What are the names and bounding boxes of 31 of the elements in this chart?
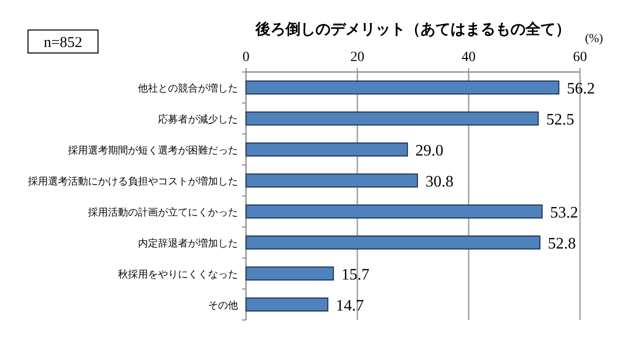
y-tick-label: 採用選考活動にかける負担やコストが増加した — [28, 176, 238, 188]
data-label: 52.5 — [546, 112, 574, 128]
y-tick-label: 内定辞退者が増加した — [138, 238, 238, 250]
x-tick-label: 0 — [242, 50, 250, 65]
y-tick-label: 採用活動の計画が立てにくかった — [88, 206, 238, 218]
y-tick-label: 採用選考期間が短く選考が困難だった — [68, 144, 238, 156]
bar — [246, 80, 560, 95]
x-tick-label: 60 — [573, 50, 587, 65]
chart-title: 後ろ倒しのデメリット（あてはまるもの全て） — [254, 20, 570, 38]
text: n=852 — [44, 35, 82, 51]
data-label: 30.8 — [425, 174, 454, 190]
bar — [246, 173, 418, 188]
bar — [246, 297, 328, 312]
data-label: 52.8 — [548, 236, 576, 252]
bar — [246, 111, 539, 126]
bar — [246, 235, 540, 250]
data-label: 29.0 — [415, 142, 444, 160]
x-tick-label: 20 — [350, 50, 364, 65]
y-tick-label: 秋採用をやりにくくなった — [118, 268, 238, 280]
bar — [246, 142, 408, 157]
y-tick-label: その他 — [208, 300, 238, 312]
x-tick-label: 40 — [462, 50, 476, 65]
x-axis-title: (%) — [585, 31, 603, 45]
data-label: 56.2 — [566, 80, 595, 98]
y-tick-label: 他社との競合が増した — [138, 82, 238, 94]
bar — [246, 266, 334, 281]
data-label: 15.7 — [341, 266, 370, 284]
bar — [246, 204, 543, 219]
data-label: 14.7 — [336, 298, 364, 314]
y-tick-label: 応募者が減少した — [158, 114, 238, 126]
data-label: 53.2 — [550, 204, 578, 222]
